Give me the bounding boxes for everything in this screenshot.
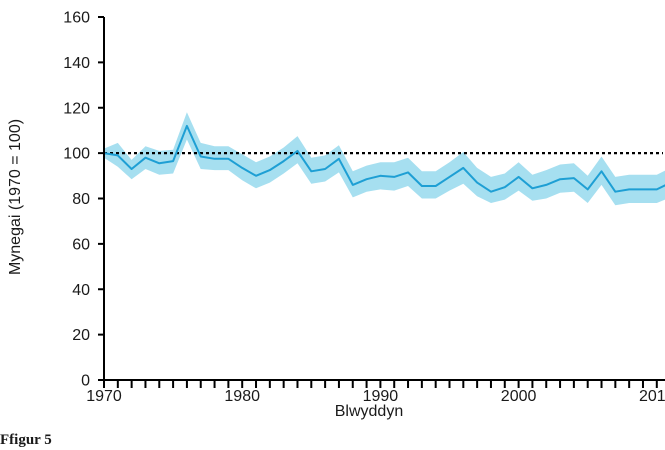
y-tick-label: 80 — [72, 191, 90, 208]
series-line — [103, 124, 665, 193]
y-tick-label: 40 — [72, 282, 90, 299]
y-axis-title: Mynegai (1970 = 100) — [7, 119, 24, 275]
figure-caption: Ffigur 5 — [0, 432, 52, 448]
y-tick-label: 20 — [72, 327, 90, 344]
y-tick-label: 120 — [63, 100, 90, 117]
series-line-layer — [103, 124, 665, 193]
axes — [103, 17, 665, 381]
y-tick-label: 0 — [81, 373, 90, 390]
y-tick-label: 140 — [63, 55, 90, 72]
x-axis-title: Blwyddyn — [335, 403, 403, 420]
x-tick-label: 1990 — [363, 388, 399, 405]
y-tick-label: 60 — [72, 236, 90, 253]
x-tick-label: 1970 — [86, 388, 122, 405]
x-tick-label: 2010 — [639, 388, 665, 405]
y-tick-label: 160 — [63, 10, 90, 27]
y-tick-label: 100 — [63, 146, 90, 163]
x-axis-ticks: 1970 1980 1990 2000 2010 — [86, 380, 665, 405]
x-tick-label: 1980 — [224, 388, 260, 405]
x-tick-label: 2000 — [501, 388, 537, 405]
y-axis-ticks: 0 20 40 60 80 100 120 140 160 — [63, 10, 104, 390]
